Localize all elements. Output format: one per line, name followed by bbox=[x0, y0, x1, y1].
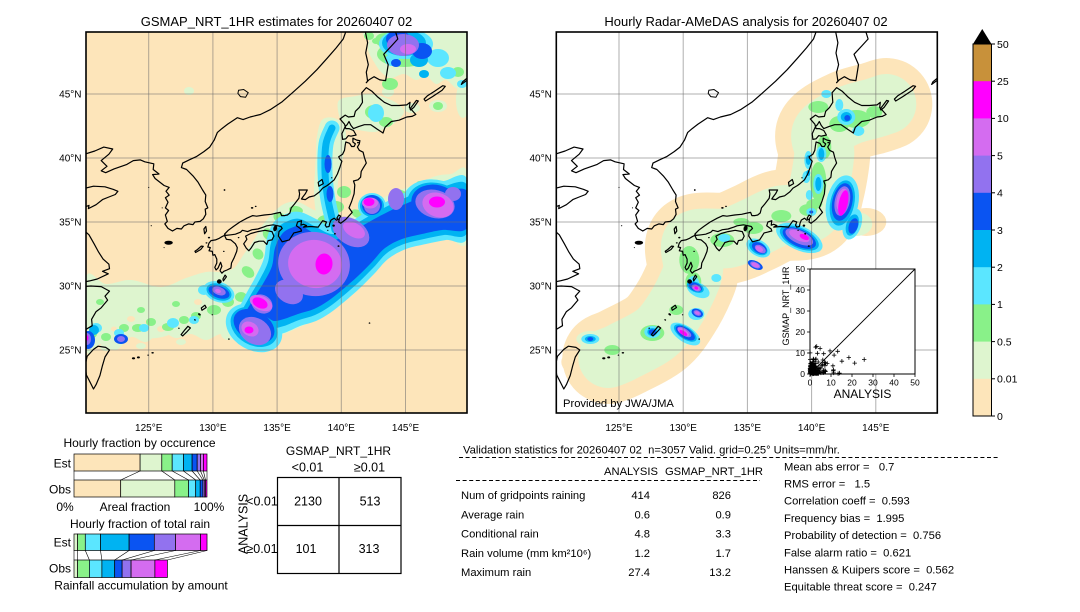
svg-text:Equitable threat score = 0.24: Equitable threat score = 0.247 bbox=[784, 582, 937, 594]
svg-text:513: 513 bbox=[360, 495, 381, 509]
svg-text:0.01: 0.01 bbox=[997, 374, 1018, 386]
svg-text:140°E: 140°E bbox=[798, 423, 826, 434]
svg-text:Probability of detection = 0.: Probability of detection = 0.756 bbox=[784, 530, 941, 542]
svg-text:Hourly fraction of total rain: Hourly fraction of total rain bbox=[70, 517, 210, 531]
svg-text:4: 4 bbox=[997, 188, 1003, 200]
svg-text:40: 40 bbox=[889, 378, 899, 388]
svg-text:Rain volume (mm km²10⁶): Rain volume (mm km²10⁶) bbox=[461, 548, 591, 560]
svg-text:<0.01: <0.01 bbox=[246, 495, 278, 509]
svg-text:≥0.01: ≥0.01 bbox=[354, 461, 385, 475]
svg-text:≥0.01: ≥0.01 bbox=[246, 542, 277, 556]
svg-text:1.2: 1.2 bbox=[634, 548, 650, 560]
svg-text:30: 30 bbox=[796, 306, 806, 316]
svg-text:20: 20 bbox=[847, 378, 857, 388]
svg-text:Frequency bias = 1.995: Frequency bias = 1.995 bbox=[784, 513, 904, 525]
svg-text:30: 30 bbox=[868, 378, 878, 388]
svg-text:0: 0 bbox=[800, 369, 805, 379]
svg-text:Mean abs error = 0.7: Mean abs error = 0.7 bbox=[784, 461, 894, 473]
svg-text:0: 0 bbox=[808, 378, 813, 388]
svg-text:<0.01: <0.01 bbox=[292, 461, 324, 475]
svg-text:1: 1 bbox=[997, 299, 1003, 311]
svg-text:13.2: 13.2 bbox=[709, 567, 731, 579]
svg-text:0.6: 0.6 bbox=[634, 509, 650, 521]
svg-text:2: 2 bbox=[997, 262, 1003, 274]
svg-text:GSMAP_NRT_1HR estimates for 20: GSMAP_NRT_1HR estimates for 20260407 02 bbox=[141, 14, 412, 29]
svg-text:False alarm ratio = 0.621: False alarm ratio = 0.621 bbox=[784, 547, 911, 559]
svg-text:5: 5 bbox=[997, 150, 1003, 162]
svg-text:Areal fraction: Areal fraction bbox=[100, 500, 171, 514]
svg-text:35°N: 35°N bbox=[59, 218, 81, 229]
svg-text:40: 40 bbox=[796, 285, 806, 295]
svg-text:0.5: 0.5 bbox=[997, 336, 1012, 348]
svg-text:40°N: 40°N bbox=[529, 154, 551, 165]
svg-text:45°N: 45°N bbox=[529, 90, 551, 101]
svg-text:Num of gridpoints raining: Num of gridpoints raining bbox=[461, 490, 585, 502]
svg-text:130°E: 130°E bbox=[670, 423, 698, 434]
svg-text:Hourly fraction by occurence: Hourly fraction by occurence bbox=[63, 436, 215, 450]
svg-text:20: 20 bbox=[796, 327, 806, 337]
svg-text:313: 313 bbox=[359, 542, 380, 556]
svg-text:50: 50 bbox=[796, 264, 806, 274]
svg-text:145°E: 145°E bbox=[862, 423, 890, 434]
svg-text:45°N: 45°N bbox=[59, 90, 81, 101]
svg-text:140°E: 140°E bbox=[328, 423, 356, 434]
svg-text:826: 826 bbox=[712, 490, 731, 502]
svg-text:101: 101 bbox=[296, 542, 317, 556]
svg-text:GSMAP_NRT_1HR: GSMAP_NRT_1HR bbox=[781, 266, 791, 345]
svg-text:ANALYSIS: ANALYSIS bbox=[834, 387, 892, 401]
svg-text:27.4: 27.4 bbox=[628, 567, 650, 579]
svg-text:10: 10 bbox=[826, 378, 836, 388]
svg-text:0: 0 bbox=[997, 411, 1003, 423]
svg-text:Hourly Radar-AMeDAS analysis f: Hourly Radar-AMeDAS analysis for 2026040… bbox=[604, 14, 887, 29]
svg-text:3.3: 3.3 bbox=[715, 529, 731, 541]
svg-text:25: 25 bbox=[997, 76, 1009, 88]
svg-text:414: 414 bbox=[631, 490, 650, 502]
svg-text:0%: 0% bbox=[56, 500, 74, 514]
svg-text:100%: 100% bbox=[194, 500, 225, 514]
svg-text:30°N: 30°N bbox=[529, 282, 551, 293]
svg-text:ANALYSIS: ANALYSIS bbox=[237, 494, 251, 554]
svg-text:40°N: 40°N bbox=[59, 154, 81, 165]
svg-text:Average rain: Average rain bbox=[461, 509, 524, 521]
svg-text:35°N: 35°N bbox=[529, 218, 551, 229]
svg-text:135°E: 135°E bbox=[263, 423, 291, 434]
svg-text:RMS error = 1.5: RMS error = 1.5 bbox=[784, 479, 870, 491]
svg-text:1.7: 1.7 bbox=[715, 548, 731, 560]
svg-text:Validation statistics for 2026: Validation statistics for 20260407 02 n=… bbox=[463, 445, 840, 457]
svg-text:145°E: 145°E bbox=[392, 423, 420, 434]
svg-text:Hanssen & Kuipers score = 0.5: Hanssen & Kuipers score = 0.562 bbox=[784, 565, 954, 577]
svg-text:Provided by JWA/JMA: Provided by JWA/JMA bbox=[563, 398, 674, 410]
svg-text:10: 10 bbox=[796, 348, 806, 358]
svg-text:130°E: 130°E bbox=[199, 423, 227, 434]
svg-text:Correlation coeff = 0.593: Correlation coeff = 0.593 bbox=[784, 496, 910, 508]
svg-text:30°N: 30°N bbox=[59, 282, 81, 293]
svg-text:25°N: 25°N bbox=[529, 346, 551, 357]
svg-text:125°E: 125°E bbox=[605, 423, 633, 434]
svg-text:Rainfall accumulation by amoun: Rainfall accumulation by amount bbox=[54, 579, 228, 593]
svg-text:3: 3 bbox=[997, 225, 1003, 237]
svg-text:ANALYSIS: ANALYSIS bbox=[604, 466, 658, 478]
svg-text:0.9: 0.9 bbox=[715, 509, 731, 521]
svg-text:25°N: 25°N bbox=[59, 346, 81, 357]
svg-text:4.8: 4.8 bbox=[634, 529, 650, 541]
svg-text:GSMAP_NRT_1HR: GSMAP_NRT_1HR bbox=[665, 466, 763, 478]
svg-text:GSMAP_NRT_1HR: GSMAP_NRT_1HR bbox=[286, 444, 391, 458]
svg-text:2130: 2130 bbox=[294, 495, 322, 509]
svg-text:10: 10 bbox=[997, 113, 1009, 125]
svg-text:Maximum rain: Maximum rain bbox=[461, 567, 531, 579]
svg-text:Est: Est bbox=[54, 457, 72, 471]
svg-text:Conditional rain: Conditional rain bbox=[461, 529, 539, 541]
svg-text:Obs: Obs bbox=[49, 562, 71, 576]
svg-text:125°E: 125°E bbox=[135, 423, 163, 434]
svg-text:50: 50 bbox=[910, 378, 920, 388]
svg-text:50: 50 bbox=[997, 39, 1009, 51]
svg-text:Est: Est bbox=[54, 536, 72, 550]
svg-text:Obs: Obs bbox=[49, 483, 71, 497]
svg-text:135°E: 135°E bbox=[734, 423, 762, 434]
